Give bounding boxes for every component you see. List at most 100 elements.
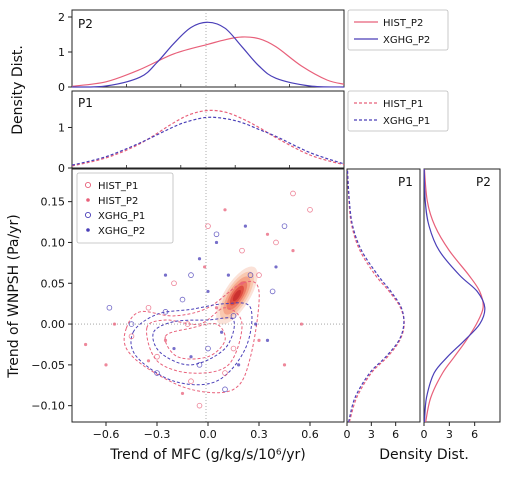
y-tick-label: 0.10 xyxy=(41,236,66,249)
y-tick-label: 0.15 xyxy=(41,196,66,209)
main-ylabel: Trend of WNPSH (Pa/yr) xyxy=(6,214,22,378)
curves-group xyxy=(71,21,345,88)
point-hist-p2 xyxy=(163,338,168,342)
x-tick-label: 3 xyxy=(368,428,375,441)
point-xghg-p1 xyxy=(222,386,228,393)
density-curve-hist-p1 xyxy=(346,168,405,423)
point-hist-p1 xyxy=(154,353,160,360)
point-xghg-p2 xyxy=(163,273,168,277)
point-hist-p1 xyxy=(307,207,313,213)
density-curve-xghg-p1 xyxy=(346,168,405,423)
point-xghg-p2 xyxy=(237,363,241,367)
point-xghg-p2 xyxy=(226,273,230,277)
density-curve-hist-p1 xyxy=(71,109,345,167)
point-xghg-p1 xyxy=(269,288,276,295)
point-hist-p1 xyxy=(273,239,279,246)
point-hist-p2 xyxy=(146,359,151,363)
panel-label-p1: P1 xyxy=(398,175,413,189)
legend-label-hist-p2: HIST_P2 xyxy=(98,196,138,207)
curves-group xyxy=(71,109,345,167)
legend-label-hist-p1: HIST_P1 xyxy=(98,181,138,192)
point-hist-p1 xyxy=(171,280,177,287)
x-ticks-group: −0.6 −0.3 0.0 0.3 0.6 xyxy=(93,422,319,441)
x-tick-label: 0.3 xyxy=(250,428,268,441)
panel-frame xyxy=(423,168,501,423)
point-xghg-p2 xyxy=(172,346,176,351)
point-hist-p1 xyxy=(222,370,228,376)
legend-frame xyxy=(347,90,449,132)
legend-frame xyxy=(76,172,174,244)
legend-label-xghg-p1: XGHG_P1 xyxy=(98,211,145,222)
x-tick-label: 0 xyxy=(344,428,351,441)
point-xghg-p2 xyxy=(197,257,202,261)
y-tick-label: 0 xyxy=(58,81,65,94)
point-xghg-p2 xyxy=(274,265,278,269)
point-xghg-p2 xyxy=(214,240,219,245)
point-xghg-p1 xyxy=(128,321,135,327)
dashed-kde-group xyxy=(123,280,260,394)
top-density-ylabel: Density Dist. xyxy=(10,45,26,135)
legend-marker-xghg-p2 xyxy=(86,228,90,232)
x-tick-label: −0.6 xyxy=(93,428,120,441)
legend-label-hist-p2: HIST_P2 xyxy=(383,18,423,29)
density-curve-xghg-p2 xyxy=(71,21,345,88)
kde-dashed-xghg-p1-1 xyxy=(130,302,253,386)
y-tick-label: −0.10 xyxy=(31,400,65,413)
x-tick-label: 0.0 xyxy=(199,428,217,441)
legend-marker-hist-p1 xyxy=(84,181,92,189)
legend-marker-hist-p2 xyxy=(86,198,90,202)
point-hist-p2 xyxy=(203,265,207,269)
panel-top-p1: P1 01 xyxy=(58,90,345,175)
legend-p2: HIST_P2 XGHG_P2 xyxy=(347,9,449,51)
x-tick-label: 6 xyxy=(392,428,399,441)
point-hist-p2 xyxy=(84,342,88,347)
legend-marker-xghg-p1 xyxy=(84,211,92,219)
point-xghg-p1 xyxy=(196,362,203,368)
point-hist-p1 xyxy=(188,378,194,384)
point-hist-p2 xyxy=(282,363,287,367)
point-hist-p2 xyxy=(257,338,261,342)
point-xghg-p1 xyxy=(162,309,169,315)
y-tick-label: 0.00 xyxy=(41,318,66,331)
filled-kde-group xyxy=(216,266,258,325)
point-xghg-p1 xyxy=(230,313,237,319)
point-xghg-p2 xyxy=(189,355,193,359)
density-curve-hist-p2 xyxy=(423,168,484,423)
point-hist-p1 xyxy=(290,190,296,197)
density-curve-hist-p2 xyxy=(71,36,345,87)
point-xghg-p1 xyxy=(154,370,160,376)
scatter-points-group xyxy=(84,190,313,409)
x-tick-label: −0.3 xyxy=(144,428,171,441)
y-tick-label: 2 xyxy=(58,11,65,24)
point-hist-p2 xyxy=(104,363,108,367)
point-hist-p2 xyxy=(214,306,219,310)
panel-right-p2: P2 0 3 6 xyxy=(421,168,501,441)
kde-dashed-hist-p1-3 xyxy=(164,323,226,360)
main-xlabel: Trend of MFC (g/kg/s/10⁶/yr) xyxy=(109,447,306,463)
x-tick-label: 0.6 xyxy=(301,428,319,441)
point-xghg-p1 xyxy=(188,272,194,278)
curves-group xyxy=(423,168,486,423)
point-xghg-p1 xyxy=(179,296,186,303)
point-hist-p2 xyxy=(180,391,185,396)
point-xghg-p2 xyxy=(265,338,270,342)
y-ticks-group: 01 xyxy=(58,121,291,175)
point-hist-p1 xyxy=(145,304,152,311)
point-xghg-p1 xyxy=(106,304,113,311)
point-xghg-p1 xyxy=(213,231,220,238)
point-xghg-p2 xyxy=(220,330,224,334)
point-hist-p1 xyxy=(256,272,262,278)
point-hist-p2 xyxy=(223,208,227,212)
point-hist-p2 xyxy=(299,322,304,326)
point-hist-p2 xyxy=(265,232,270,236)
legend-label-xghg-p1: XGHG_P1 xyxy=(383,116,430,127)
panel-frame xyxy=(71,9,345,88)
panel-frame xyxy=(346,168,421,423)
curves-group xyxy=(346,168,405,423)
point-xghg-p1 xyxy=(247,272,254,278)
panel-label-p2: P2 xyxy=(476,175,491,189)
panel-frame xyxy=(71,90,345,169)
right-density-xlabel: Density Dist. xyxy=(379,447,469,463)
point-hist-p1 xyxy=(128,333,135,340)
